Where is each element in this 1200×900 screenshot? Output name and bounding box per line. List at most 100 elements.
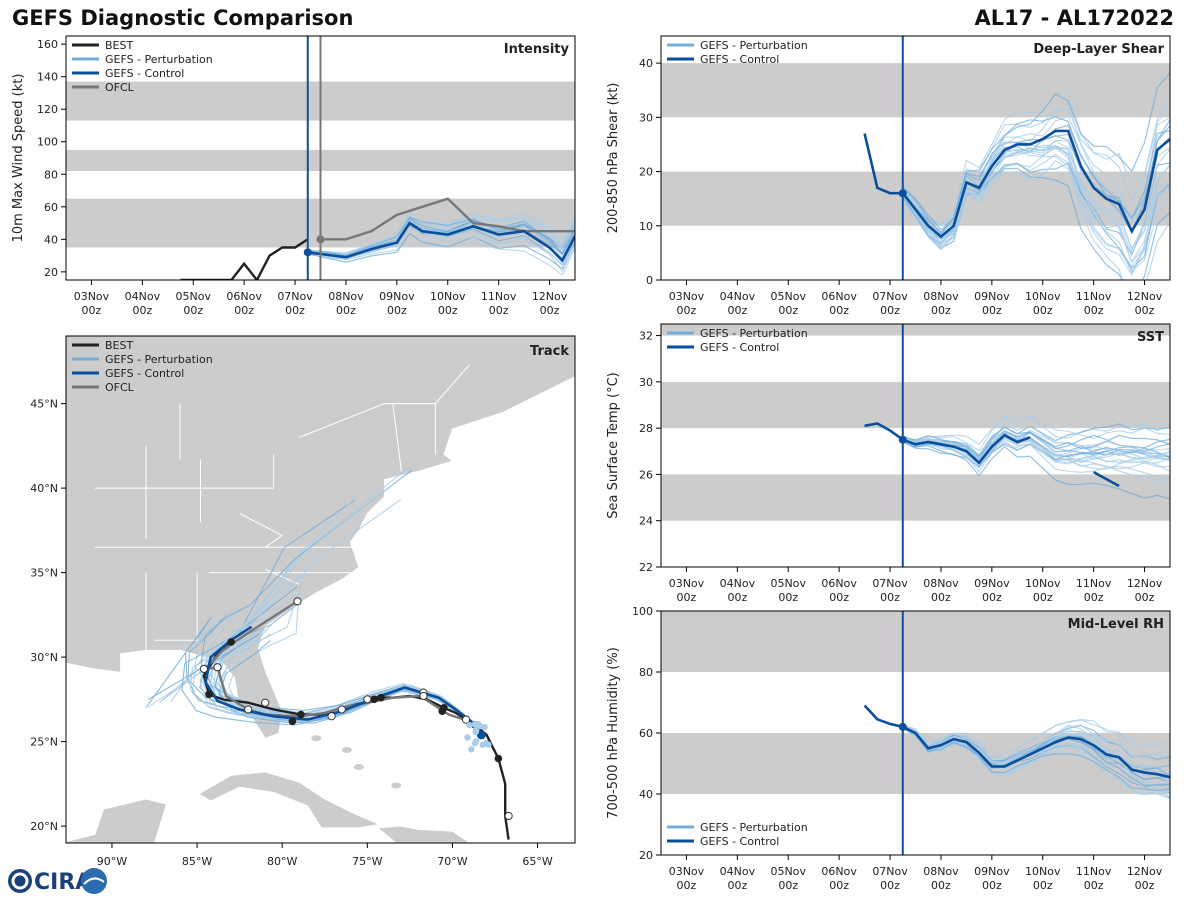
legend-label-perturbation: GEFS - Perturbation — [700, 39, 808, 52]
track-ofcl-point — [363, 695, 372, 704]
track-best-point — [205, 690, 213, 699]
shear-xtick-label-hour: 00z — [677, 304, 697, 317]
sst-frame — [660, 323, 1171, 568]
intensity-xtick-label-hour: 00z — [132, 304, 152, 317]
bahamas-island — [341, 747, 352, 754]
track-ofcl-point — [244, 705, 253, 714]
rh-perturbation-line — [902, 719, 1170, 759]
intensity-ytick-label: 120 — [37, 103, 58, 116]
legend-label-ofcl: OFCL — [105, 81, 135, 94]
shear-xtick-label-hour: 00z — [829, 304, 849, 317]
sst-ytick-label: 30 — [639, 376, 653, 389]
track-ofcl-point — [327, 712, 336, 721]
sst-xtick-label: 08Nov — [923, 577, 959, 590]
bahamas-island — [311, 735, 322, 742]
shear-perturbation-line — [902, 149, 1170, 280]
shear-xtick-label-hour: 00z — [778, 304, 798, 317]
rh-ytick-label: 20 — [639, 849, 653, 862]
track-xtick-label: 90°W — [97, 855, 127, 868]
track-ytick-label: 30°N — [30, 651, 58, 664]
track-best-point — [227, 638, 235, 646]
rh-ytick-label: 60 — [639, 727, 653, 740]
rh-ytick-label: 100 — [632, 605, 653, 618]
track-perturbation-point — [472, 728, 479, 736]
sst-xtick-label-hour: 00z — [1084, 591, 1104, 604]
intensity-perturbation-line — [307, 210, 575, 255]
track-ofcl-point — [261, 698, 270, 707]
intensity-title: Intensity — [504, 42, 570, 57]
legend-label-control: GEFS - Control — [700, 53, 779, 66]
shear-xtick-label-hour: 00z — [982, 304, 1002, 317]
sst-xtick-label-hour: 00z — [1033, 591, 1053, 604]
rh-xtick-label: 11Nov — [1076, 865, 1112, 878]
intensity-xtick-label-hour: 00z — [387, 304, 407, 317]
sst-plot-area — [661, 324, 1170, 521]
logo-emblem-icon — [81, 868, 107, 894]
track-perturbation-point — [482, 740, 490, 747]
track-series-control — [204, 625, 481, 736]
shear-ytick-label: 10 — [639, 220, 653, 233]
sst-xtick-label: 07Nov — [872, 577, 908, 590]
sst-perturbation-line — [902, 415, 1170, 446]
rh-ytick-label: 40 — [639, 788, 653, 801]
shear-perturbation-line — [902, 139, 1170, 254]
intensity-perturbation-line — [307, 223, 575, 266]
sst-ytick-label: 26 — [639, 468, 653, 481]
sst-perturbation-line — [902, 439, 1170, 487]
shear-xtick-label: 08Nov — [923, 290, 959, 303]
sst-ytick-label: 24 — [639, 515, 653, 528]
intensity-xtick-label: 04Nov — [125, 290, 161, 303]
intensity-ytick-label: 60 — [44, 201, 58, 214]
shear-xtick-label: 09Nov — [974, 290, 1010, 303]
legend-label-control: GEFS - Control — [105, 367, 184, 380]
track-xtick-label: 75°W — [352, 855, 382, 868]
sst-perturbation-line — [902, 429, 1170, 469]
intensity-xtick-label: 07Nov — [277, 290, 313, 303]
sst-series-control — [864, 422, 1031, 465]
sst-xtick-label-hour: 00z — [829, 591, 849, 604]
sst-ytick-label: 28 — [639, 422, 653, 435]
sst-xtick-label-hour: 00z — [778, 591, 798, 604]
shear-xtick-label: 11Nov — [1076, 290, 1112, 303]
state-border — [154, 572, 198, 641]
track-title: Track — [530, 344, 569, 359]
track-best-point — [438, 707, 447, 715]
sst-ytick-label: 32 — [639, 330, 653, 343]
legend-label-perturbation: GEFS - Perturbation — [105, 353, 213, 366]
cira-logo: CIRA — [8, 868, 107, 895]
legend-label-perturbation: GEFS - Perturbation — [105, 53, 213, 66]
intensity-xtick-label: 06Nov — [226, 290, 262, 303]
shear-xtick-label-hour: 00z — [1033, 304, 1053, 317]
shear-frame — [660, 35, 1171, 281]
storm-id-title: AL17 - AL172022 — [974, 6, 1175, 30]
shear-ytick-label: 0 — [646, 274, 653, 287]
intensity-xtick-label: 12Nov — [532, 290, 568, 303]
intensity-xtick-label-hour: 00z — [285, 304, 305, 317]
intensity-frame — [65, 35, 576, 281]
intensity-xtick-label-hour: 00z — [489, 304, 509, 317]
track-ytick-label: 40°N — [30, 482, 58, 495]
legend-label-control: GEFS - Control — [700, 341, 779, 354]
intensity-ytick-label: 80 — [44, 168, 58, 181]
cuba-land — [197, 771, 381, 829]
sst-xtick-label-hour: 00z — [982, 591, 1002, 604]
north-america-land — [66, 336, 575, 739]
state-border — [239, 513, 284, 548]
rh-series-control — [863, 704, 1170, 779]
track-perturbation-point — [464, 734, 471, 741]
shear-ylabel: 200-850 hPa Shear (kt) — [606, 83, 621, 234]
intensity-xtick-label: 03Nov — [74, 290, 110, 303]
intensity-xtick-label-hour: 00z — [336, 304, 356, 317]
track-ofcl-point — [293, 597, 302, 606]
shear-xtick-label-hour: 00z — [931, 304, 951, 317]
track-ofcl-point — [213, 663, 222, 672]
rh-xtick-label-hour: 00z — [982, 879, 1002, 892]
shear-perturbation-line — [902, 116, 1170, 235]
sst-xtick-label-hour: 00z — [880, 591, 900, 604]
track-best-point — [377, 693, 385, 702]
shear-xtick-label: 04Nov — [720, 290, 756, 303]
shear-xtick-label: 03Nov — [669, 290, 705, 303]
